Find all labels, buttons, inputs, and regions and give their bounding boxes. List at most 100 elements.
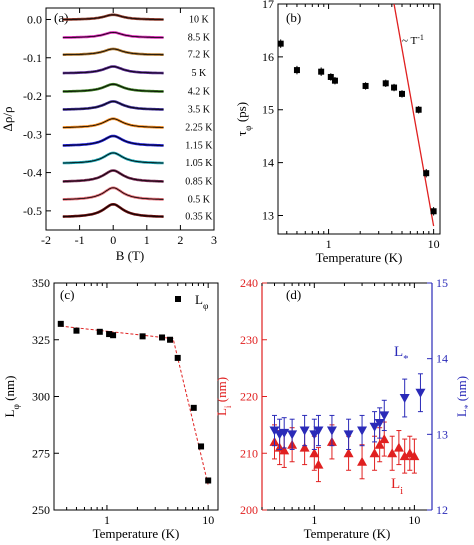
panel-c-xlabel: Temperature (K)	[93, 526, 180, 541]
panel-d-left-y-tick-label: 240	[240, 276, 258, 290]
panel-c-point-10	[198, 443, 205, 450]
panel-a-curve-1	[62, 31, 164, 39]
panel-c-point-0	[57, 320, 64, 327]
panel-b-y-tick-label: 17	[262, 0, 274, 11]
panel-d-s1-point-9	[357, 426, 368, 436]
panel-a-curve-label-5: 3.5 K	[188, 104, 211, 115]
panel-a-fit-11	[62, 203, 164, 217]
panel-a-curve-label-7: 1.15 K	[185, 140, 213, 151]
panel-a-curve-6	[62, 117, 164, 129]
panel-b-frame	[277, 3, 441, 235]
panel-d-right-ylabel-sub: *	[464, 404, 474, 409]
panel-a-curve-label-4: 4.2 K	[188, 86, 211, 97]
panel-a-curve-8	[62, 151, 164, 165]
panel-c-y-tick-label: 250	[32, 503, 50, 517]
panel-d-left-y-tick-label: 200	[240, 503, 258, 517]
panel-a-curve-0	[62, 13, 164, 21]
panel-a-curve-3	[62, 65, 164, 75]
panel-d-left-ylabel-unit: (nm)	[214, 377, 229, 406]
panel-d-s0-point-8	[343, 448, 354, 458]
panel-b-x-tick-label: 1	[326, 237, 332, 251]
panel-a-curve-label-8: 1.05 K	[185, 158, 213, 169]
panel-d-series-label-blue-sub: *	[403, 353, 408, 365]
panel-b-xlabel: Temperature (K)	[316, 250, 403, 265]
panel-c-y-tick-label: 275	[32, 446, 50, 460]
panel-d-s1-point-0	[269, 426, 280, 436]
panel-d-s0-point-17	[409, 451, 420, 461]
panel-d-right-ylabel-main: L	[454, 409, 469, 417]
panel-d-right-ylabel-unit: (nm)	[454, 376, 469, 405]
panel-c-legend-label: Lφ	[195, 292, 209, 312]
panel-d-x-tick-label: 10	[408, 513, 420, 527]
panel-d-right-y-tick-label: 15	[436, 276, 448, 290]
panel-a-fit-8	[62, 152, 164, 164]
panel-b-point-9	[415, 106, 422, 113]
panel-a-y-tick-label: -0.3	[23, 127, 42, 141]
panel-a-y-tick-label: -0.5	[23, 204, 42, 218]
panel-a-curve-2	[62, 47, 164, 56]
panel-d-series-label-red-main: L	[391, 476, 400, 492]
panel-b-point-5	[362, 82, 369, 89]
panel-a-frame	[45, 7, 215, 231]
panel-d-s1-point-10	[369, 422, 380, 432]
panel-b-y-tick-label: 15	[262, 103, 274, 117]
panel-a-x-tick-label: 1	[144, 233, 150, 247]
panel-b-point-2	[318, 68, 325, 75]
panel-b-ylabel-sub: φ	[244, 125, 254, 131]
panel-a-x-tick-label: 0	[110, 233, 116, 247]
panel-b-ylabel: τφ (ps)	[234, 102, 254, 136]
panel-c-point-6	[159, 334, 166, 341]
panel-b-point-10	[423, 170, 430, 177]
panel-c-fit-line	[60, 325, 209, 486]
panel-d-s0-point-10	[369, 448, 380, 458]
panel-c-point-8	[174, 354, 181, 361]
panel-d-s0-point-15	[399, 451, 410, 461]
panel-a-x-tick-label: 3	[211, 233, 217, 247]
panel-c-point-5	[139, 333, 146, 340]
panel-d-s0-point-5	[309, 448, 320, 458]
panel-d-s0-point-6	[313, 459, 324, 469]
panel-a-fit-7	[62, 135, 164, 146]
panel-d-right-y-tick-label: 14	[436, 352, 448, 366]
panel-d-right-y-tick-label: 13	[436, 427, 448, 441]
panel-c-legend-label-sub: φ	[203, 302, 209, 312]
panel-d-s1-point-14	[415, 388, 426, 398]
panel-a-y-tick-label: -0.1	[23, 51, 42, 65]
panel-a-curve-label-6: 2.25 K	[185, 122, 213, 133]
panel-b-fit-label-exp: -1	[417, 33, 424, 42]
panel-c-x-tick-label: 1	[104, 513, 110, 527]
panel-b-point-6	[382, 80, 389, 87]
panel-a-y-tick-label: 0.0	[27, 12, 42, 26]
panel-d-s1-point-4	[299, 426, 310, 436]
panel-a-curve-label-1: 8.5 K	[188, 32, 211, 43]
panel-c-x-tick-label: 10	[202, 513, 214, 527]
panel-b-point-3	[327, 73, 334, 80]
panel-a-curve-11	[62, 202, 164, 218]
panel-b-point-0	[277, 40, 284, 47]
panel-b-fit-label: ~ T-1	[402, 33, 424, 48]
panel-a-x-tick-label: -1	[75, 233, 85, 247]
panel-b-x-tick-label: 10	[428, 237, 440, 251]
panel-a-curve-9	[62, 169, 164, 183]
panel-a-curve-7	[62, 134, 164, 147]
panel-d-left-ylabel: Li (nm)	[214, 377, 234, 416]
panel-c-point-1	[73, 327, 80, 334]
panel-a-label: (a)	[54, 10, 68, 25]
panel-c-point-4	[110, 332, 117, 339]
panel-d-s1-point-8	[343, 430, 354, 440]
panel-a-curve-label-11: 0.35 K	[185, 212, 213, 223]
panel-d-x-tick-label: 1	[311, 513, 317, 527]
panel-a-x-tick-label: 2	[177, 233, 183, 247]
panel-b-y-tick-label: 16	[262, 50, 274, 64]
panel-d-left-y-tick-label: 210	[240, 446, 258, 460]
panel-d-s1-point-6	[313, 426, 324, 436]
panel-a-curve-label-9: 0.85 K	[185, 176, 213, 187]
panel-c-ylabel: Lφ (nm)	[2, 376, 22, 418]
panel-d-s0-point-4	[299, 442, 310, 452]
panel-d-s1-point-7	[326, 426, 337, 436]
panel-c-legend-label-main: L	[195, 292, 203, 307]
panel-c-ylabel-sub: φ	[12, 404, 22, 410]
panel-c-label: (c)	[60, 287, 74, 302]
panel-a-y-tick-label: -0.4	[23, 166, 42, 180]
